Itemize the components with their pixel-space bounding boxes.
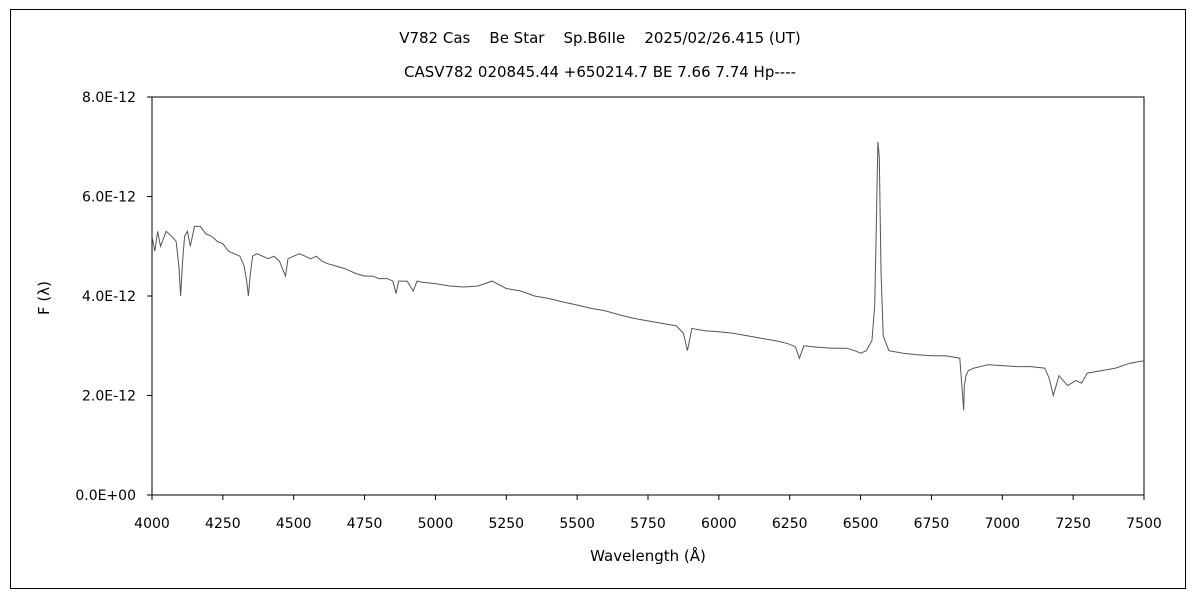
x-tick-label: 6750 (914, 516, 950, 532)
spectrum-line (151, 141, 1145, 411)
axes (151, 96, 1145, 496)
y-tick-label: 8.0E-12 (82, 90, 136, 106)
y-tick-label: 4.0E-12 (82, 289, 136, 305)
y-axis-label: F (λ) (35, 281, 53, 315)
y-tick-label: 6.0E-12 (82, 190, 136, 206)
y-tick-label: 0.0E+00 (75, 488, 136, 504)
x-tick-label: 5250 (488, 516, 524, 532)
x-tick-label: 7250 (1055, 516, 1091, 532)
x-tick-label: 5500 (559, 516, 595, 532)
x-tick-label: 5000 (418, 516, 454, 532)
y-tick-label: 2.0E-12 (82, 389, 136, 405)
x-axis-label: Wavelength (Å) (590, 546, 706, 565)
x-tick-label: 4250 (205, 516, 241, 532)
chart-title: V782 Cas Be Star Sp.B6IIe 2025/02/26.415… (399, 29, 801, 47)
chart-frame (10, 9, 1186, 589)
x-tick-label: 4000 (134, 516, 170, 532)
x-tick-label: 6500 (843, 516, 879, 532)
ticks: 4000 4250 4500 4750 5000 5250 5500 5750 6000 6250… (75, 90, 1161, 532)
chart-subtitle: CASV782 020845.44 +650214.7 BE 7.66 7.74… (403, 63, 797, 81)
x-tick-label: 7500 (1126, 516, 1162, 532)
x-tick-label: 6250 (772, 516, 808, 532)
x-tick-label: 7000 (984, 516, 1020, 532)
x-tick-label: 6000 (701, 516, 737, 532)
x-tick-label: 4750 (347, 516, 383, 532)
x-tick-label: 4500 (276, 516, 312, 532)
plot-area (151, 96, 1145, 496)
series-group (151, 141, 1145, 411)
x-tick-label: 5750 (630, 516, 666, 532)
